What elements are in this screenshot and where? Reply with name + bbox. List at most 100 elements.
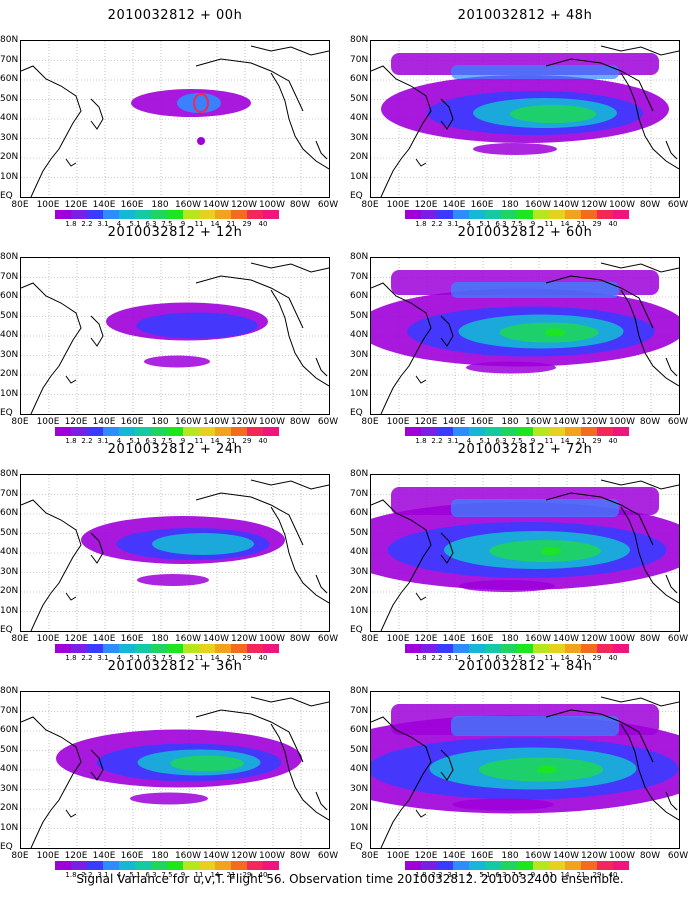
- colorbar-swatch: [199, 427, 215, 436]
- colorbar-tick-label: 40: [258, 654, 268, 662]
- colorbar-tick-label: 5.1: [129, 654, 141, 662]
- colorbar: [405, 861, 629, 870]
- longitude-label: 160E: [470, 634, 494, 644]
- colorbar-labels: 1.8 2.2 3.1 4 5.1 6.3 7.5 9 11 14 21 29 40: [405, 437, 665, 445]
- longitude-label: 160E: [470, 417, 494, 427]
- colorbar-swatch: [183, 861, 199, 870]
- map-panel: 2010032812 + 12h 80N 70N 60N 50N 40N 30N 20N 10N…: [0, 217, 350, 445]
- latitude-label: EQ: [0, 191, 13, 201]
- longitude-label: 100E: [386, 851, 410, 861]
- colorbar-swatch: [215, 210, 231, 219]
- latitude-label: 40N: [350, 547, 369, 557]
- longitude-label: 120W: [230, 200, 258, 210]
- map-panel: 2010032812 + 36h 80N 70N 60N 50N 40N 30N 20N 10N…: [0, 651, 350, 879]
- longitude-label: 140W: [552, 417, 580, 427]
- longitude-label: 100W: [258, 634, 286, 644]
- latitude-label: 20N: [350, 152, 369, 162]
- colorbar-tick-label: 11: [544, 437, 554, 445]
- colorbar: [405, 644, 629, 653]
- colorbar-swatch: [437, 861, 453, 870]
- latitude-label: 70N: [0, 705, 19, 716]
- colorbar-tick-label: 7.5: [161, 220, 173, 228]
- colorbar-tick-label: 5.1: [479, 220, 491, 228]
- longitude-label: 100E: [386, 634, 410, 644]
- colorbar-tick-label: 6.3: [145, 654, 157, 662]
- colorbar-swatch: [581, 427, 597, 436]
- colorbar-tick-label: 4: [116, 654, 122, 662]
- longitude-label: 180: [501, 851, 519, 861]
- longitude-label: 140W: [202, 634, 230, 644]
- colorbar-swatch: [437, 427, 453, 436]
- colorbar-tick-label: 2.2: [81, 437, 93, 445]
- latitude-label: 60N: [0, 725, 19, 735]
- colorbar-tick-label: 11: [544, 654, 554, 662]
- colorbar-swatch: [421, 644, 437, 653]
- colorbar-swatch: [71, 427, 87, 436]
- panel-title: 2010032812 + 84h: [457, 659, 593, 674]
- colorbar-swatch: [613, 644, 629, 653]
- colorbar-swatch: [183, 644, 199, 653]
- colorbar-tick-label: 21: [576, 220, 586, 228]
- colorbar-tick-label: 6.3: [145, 437, 157, 445]
- panel-title: 2010032812 + 60h: [457, 225, 593, 240]
- colorbar-swatch: [167, 210, 183, 219]
- longitude-label: 160W: [524, 200, 552, 210]
- colorbar-tick-label: 6.3: [495, 871, 507, 879]
- map-panel: 2010032812 + 24h 80N 70N 60N 50N 40N 30N 20N 10N…: [0, 434, 350, 662]
- colorbar-tick-label: 9: [530, 220, 536, 228]
- longitude-label: 160E: [470, 851, 494, 861]
- colorbar-swatch: [183, 427, 199, 436]
- longitude-label: 140E: [92, 634, 116, 644]
- colorbar-tick-label: 5.1: [479, 437, 491, 445]
- latitude-label: EQ: [350, 408, 363, 418]
- longitude-label: 140E: [92, 417, 116, 427]
- colorbar-tick-label: 1.8: [415, 654, 427, 662]
- latitude-label: EQ: [0, 842, 13, 852]
- latitude-label: 40N: [0, 113, 19, 123]
- colorbar-labels: 1.8 2.2 3.1 4 5.1 6.3 7.5 9 11 14 21 29 40: [55, 871, 315, 879]
- latitude-label: 50N: [0, 527, 19, 538]
- colorbar-tick-label: 11: [544, 220, 554, 228]
- colorbar-tick-label: 6.3: [145, 871, 157, 879]
- latitude-label: 10N: [350, 605, 369, 616]
- longitude-label: 100W: [258, 417, 286, 427]
- colorbar-tick-label: 6.3: [145, 220, 157, 228]
- longitude-label: 80E: [361, 634, 379, 644]
- colorbar-swatch: [405, 861, 421, 870]
- colorbar-swatch: [517, 427, 533, 436]
- latitude-label: EQ: [0, 408, 13, 418]
- colorbar-tick-label: 1.8: [65, 220, 77, 228]
- colorbar-swatch: [533, 210, 549, 219]
- colorbar-swatch: [247, 861, 263, 870]
- latitude-label: 70N: [0, 271, 19, 282]
- map-panel: 2010032812 + 48h 80N 70N 60N 50N 40N 30N 20N 10N…: [350, 0, 700, 228]
- colorbar-tick-label: 2.2: [81, 654, 93, 662]
- colorbar-swatch: [231, 427, 247, 436]
- colorbar-swatch: [421, 210, 437, 219]
- colorbar-swatch: [119, 210, 135, 219]
- colorbar-swatch: [437, 644, 453, 653]
- colorbar-tick-label: 21: [576, 437, 586, 445]
- colorbar-tick-label: 29: [592, 654, 602, 662]
- latitude-label: 50N: [350, 93, 369, 104]
- longitude-label: 120W: [580, 417, 608, 427]
- latitude-label: 30N: [350, 349, 369, 360]
- colorbar: [55, 427, 279, 436]
- latitude-label: 70N: [0, 488, 19, 499]
- longitude-label: 160W: [524, 634, 552, 644]
- latitude-label: 70N: [350, 488, 369, 499]
- longitude-label: 160W: [174, 634, 202, 644]
- colorbar-tick-label: 3.1: [447, 654, 459, 662]
- longitude-label: 160W: [524, 851, 552, 861]
- longitude-label: 140W: [202, 200, 230, 210]
- colorbar-tick-label: 14: [210, 654, 220, 662]
- colorbar-tick-label: 2.2: [431, 220, 443, 228]
- longitude-label: 160W: [174, 851, 202, 861]
- colorbar-swatch: [549, 644, 565, 653]
- longitude-label: 60W: [317, 851, 339, 861]
- colorbar-tick-label: 21: [576, 654, 586, 662]
- colorbar-tick-label: 29: [242, 654, 252, 662]
- longitude-label: 180: [501, 200, 519, 210]
- colorbar-tick-label: 9: [180, 437, 186, 445]
- colorbar-tick-label: 5.1: [129, 871, 141, 879]
